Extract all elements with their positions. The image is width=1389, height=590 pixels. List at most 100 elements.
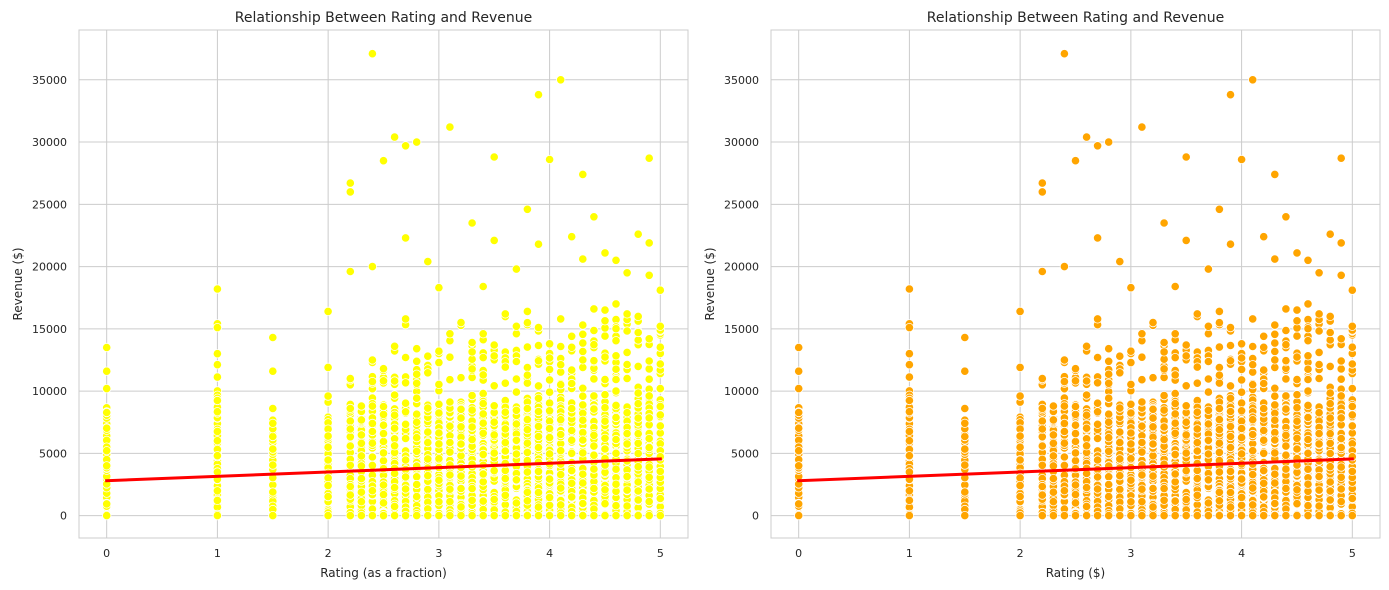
scatter-point (600, 316, 610, 326)
scatter-point (1214, 467, 1225, 477)
scatter-point (1137, 122, 1147, 132)
scatter-point (533, 406, 544, 417)
scatter-point (412, 378, 422, 388)
scatter-point (434, 439, 444, 449)
scatter-point (1336, 433, 1346, 444)
scatter-point (389, 390, 400, 400)
scatter-point (1159, 218, 1169, 228)
scatter-point (467, 495, 477, 505)
scatter-point (1248, 429, 1258, 440)
scatter-point (1059, 452, 1069, 462)
scatter-point (1270, 469, 1280, 479)
scatter-point (522, 204, 533, 214)
y-axis-label: Revenue ($) (11, 247, 25, 320)
scatter-point (533, 487, 544, 498)
scatter-point (1181, 152, 1191, 162)
scatter-point (1059, 426, 1069, 437)
scatter-point (1325, 311, 1335, 321)
scatter-point (1214, 204, 1225, 214)
scatter-point (1115, 437, 1125, 448)
y-axis-label: Revenue ($) (703, 247, 717, 320)
scatter-point (655, 401, 665, 411)
scatter-point (467, 434, 477, 445)
scatter-point (378, 498, 389, 508)
scatter-point (1270, 478, 1280, 488)
scatter-point (434, 510, 444, 521)
scatter-point (589, 441, 599, 451)
scatter-point (1259, 435, 1269, 445)
scatter-point (1203, 264, 1214, 274)
scatter-point (1037, 441, 1047, 451)
scatter-point (1336, 356, 1346, 366)
scatter-point (1225, 322, 1236, 333)
scatter-point (556, 510, 566, 521)
scatter-point (212, 407, 222, 417)
scatter-point (1281, 212, 1291, 222)
scatter-point (434, 497, 444, 507)
scatter-point (611, 434, 621, 445)
scatter-point (544, 449, 555, 459)
scatter-point (1148, 404, 1158, 414)
y-tick-label: 5000 (731, 447, 759, 460)
scatter-point (1015, 455, 1025, 465)
scatter-point (423, 256, 433, 267)
scatter-point (1192, 437, 1202, 448)
scatter-point (1115, 454, 1125, 464)
scatter-point (356, 430, 366, 440)
scatter-point (1347, 321, 1357, 331)
scatter-point (489, 351, 499, 361)
scatter-point (960, 366, 970, 376)
scatter-point (500, 407, 510, 417)
scatter-point (556, 446, 566, 456)
scatter-point (544, 398, 555, 408)
scatter-point (522, 438, 533, 448)
scatter-point (1325, 388, 1335, 398)
y-tick-label: 35000 (724, 74, 759, 87)
scatter-point (212, 349, 222, 359)
scatter-point (1236, 154, 1247, 165)
scatter-point (1048, 451, 1058, 461)
scatter-point (400, 398, 411, 408)
scatter-point (1336, 391, 1346, 401)
scatter-point (1070, 510, 1081, 521)
scatter-point (1347, 410, 1357, 420)
scatter-point (434, 475, 444, 485)
plot-frame (78, 29, 689, 539)
scatter-point (794, 423, 804, 433)
scatter-point (323, 362, 333, 372)
scatter-point (1203, 321, 1214, 331)
scatter-point (400, 352, 411, 363)
scatter-point (1115, 351, 1125, 361)
scatter-point (544, 387, 555, 397)
scatter-point (1270, 346, 1280, 357)
scatter-point (345, 266, 355, 277)
scatter-point (544, 375, 555, 385)
scatter-point (400, 233, 411, 243)
scatter-point (1092, 472, 1103, 482)
scatter-point (1126, 497, 1136, 507)
scatter-point (578, 498, 588, 509)
y-tick-label: 30000 (724, 136, 759, 149)
scatter-point (589, 510, 599, 521)
scatter-point (345, 373, 355, 384)
scatter-point (1092, 433, 1103, 444)
scatter-point (423, 484, 433, 494)
scatter-point (1281, 374, 1291, 384)
scatter-point (1259, 425, 1269, 436)
scatter-point (1137, 510, 1147, 521)
scatter-point (600, 331, 610, 341)
scatter-point (356, 451, 366, 461)
scatter-point (378, 401, 389, 412)
scatter-point (578, 435, 588, 445)
scatter-point (367, 376, 377, 387)
scatter-point (1059, 486, 1069, 496)
scatter-point (533, 381, 544, 391)
scatter-point (345, 403, 355, 413)
scatter-point (1270, 383, 1280, 393)
scatter-point (1181, 340, 1191, 350)
scatter-point (1092, 455, 1103, 465)
scatter-point (1303, 336, 1313, 346)
scatter-point (644, 374, 654, 384)
scatter-point (1070, 376, 1081, 386)
scatter-point (323, 306, 333, 316)
